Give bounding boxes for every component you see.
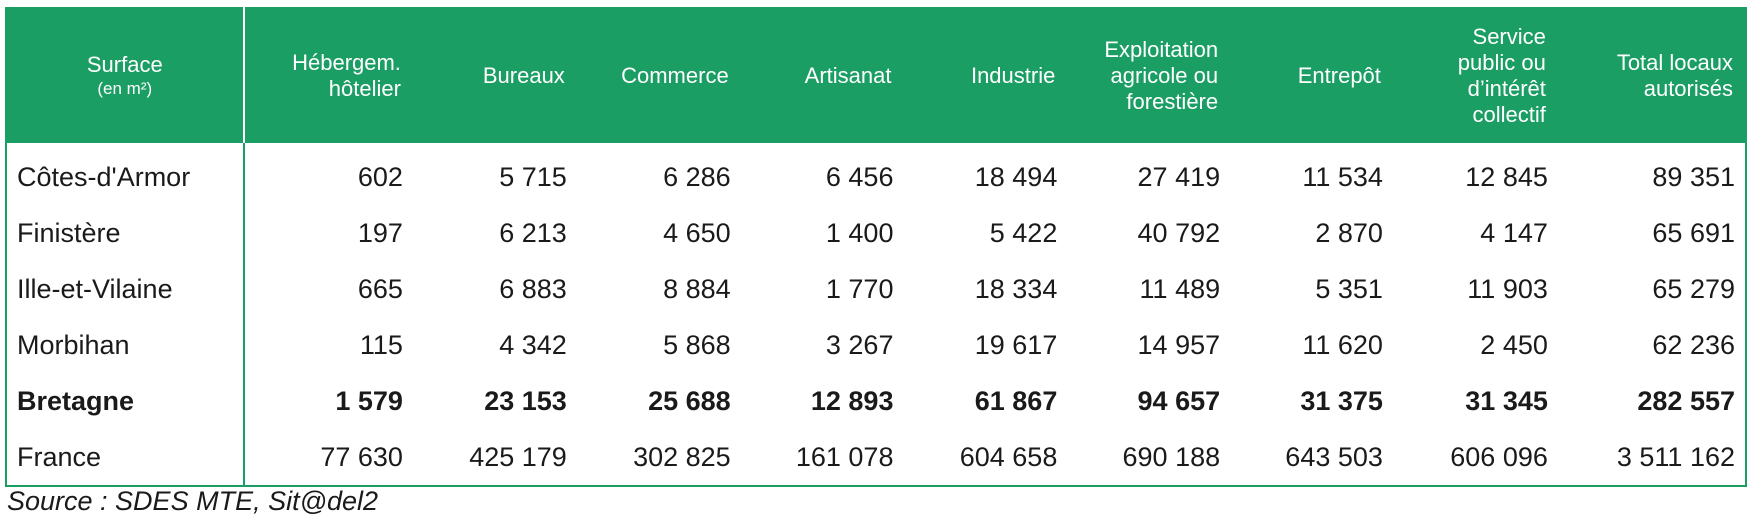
table-cell: 161 078 [795,441,894,472]
table-cell: 25 688 [648,385,731,416]
table-cell: 14 957 [1137,329,1221,360]
table-cell: 12 845 [1465,161,1548,192]
table-cell: 1 579 [335,385,403,416]
table-cell: 8 884 [663,273,731,304]
row-header-cell: Surface (en m²) [6,8,245,143]
row-label: Morbihan [6,317,245,373]
column-header: Artisanat [740,8,904,143]
table-row: Morbihan 115 4 342 5 868 3 267 19 617 14 957 11… [6,317,1746,373]
row-label: Côtes-d'Armor [6,143,245,205]
column-header: Hébergem. hôtelier [243,8,413,143]
table-cell: 1 770 [825,273,894,304]
table-cell: 18 494 [974,161,1058,192]
table-cell: 5 351 [1315,273,1383,304]
table-cell: 11 903 [1467,273,1548,304]
column-header: Bureaux [412,8,577,143]
row-label: Finistère [6,205,245,261]
table-cell: 115 [359,329,403,360]
column-header-line: autorisés [1643,76,1733,101]
column-header: Entrepôt [1230,8,1393,143]
column-header-line: hôtelier [328,76,401,101]
table-cell: 65 279 [1652,273,1735,304]
table-cell: 606 096 [1450,441,1548,472]
column-header-line: d’intérêt [1467,76,1546,101]
table-cell: 19 617 [974,329,1058,360]
table-cell: 2 870 [1315,217,1383,248]
table-row: Finistère 197 6 213 4 650 1 400 5 422 40 792 2 … [6,205,1746,261]
table-cell: 61 867 [974,385,1058,416]
column-header: Industrie [903,8,1068,143]
table-cell: 690 188 [1122,441,1221,472]
source-note: Source : SDES MTE, Sit@del2 [7,486,379,516]
column-header-line: Entrepôt [1297,63,1381,88]
table-cell: 77 630 [320,441,403,472]
table-cell: 11 489 [1139,273,1221,304]
table-cell: 4 147 [1480,217,1548,248]
table-cell: 2 450 [1480,329,1548,360]
table-cell: 4 650 [663,217,731,248]
table-cell: 62 236 [1652,329,1735,360]
table-row: Bretagne 1 579 23 153 25 688 12 893 61 867 94 … [6,373,1746,429]
column-header: Commerce [576,8,741,143]
table-cell: 425 179 [469,441,567,472]
table-cell: 6 213 [499,217,567,248]
column-header: Service public ou d’intérêt collectif [1392,8,1558,143]
row-label: Ille-et-Vilaine [6,261,245,317]
table-row: Côtes-d'Armor 602 5 715 6 286 6 456 18 494 27 … [6,143,1746,205]
table-cell: 604 658 [959,441,1058,472]
column-header-line: Service [1472,24,1546,49]
table-cell: 1 400 [825,217,894,248]
table-cell: 197 [357,217,403,248]
table-cell: 3 511 162 [1616,441,1735,472]
column-header-line: public ou [1457,50,1546,75]
table-cell: 4 342 [499,329,567,360]
column-header-line: Bureaux [482,63,565,88]
table-cell: 65 691 [1652,217,1735,248]
table-cell: 6 456 [825,161,894,192]
table-cell: 602 [357,161,403,192]
table-cell: 5 868 [663,329,731,360]
column-header-line: Hébergem. [292,50,401,75]
table-wrapper: Surface (en m²) Hébergem. hôtelier Bureaux… [5,7,1747,487]
table-cell: 11 534 [1302,161,1383,192]
table-cell: 18 334 [974,273,1058,304]
column-header-line: forestière [1126,89,1219,114]
table-cell: 23 153 [484,385,567,416]
row-header-label: Surface [86,52,163,77]
column-header-line: Exploitation [1104,37,1219,62]
table-cell: 11 620 [1302,329,1383,360]
row-label: France [6,429,245,486]
table-cell: 6 286 [663,161,731,192]
column-header: Total locaux autorisés [1557,8,1746,143]
header-row: Surface (en m²) Hébergem. hôtelier Bureaux… [6,8,1746,143]
table-cell: 27 419 [1137,161,1221,192]
column-header-line: Industrie [970,63,1056,88]
column-header-line: Total locaux [1616,50,1733,75]
table-cell: 665 [357,273,403,304]
table-cell: 12 893 [810,385,894,416]
table-row: France 77 630 425 179 302 825 161 078 604 658… [6,429,1746,486]
table-cell: 94 657 [1137,385,1221,416]
table-cell: 3 267 [825,329,894,360]
table-cell: 31 375 [1300,385,1383,416]
row-header-unit: (en m²) [97,79,153,98]
table-cell: 40 792 [1137,217,1221,248]
table-row: Ille-et-Vilaine 665 6 883 8 884 1 770 18 334 1… [6,261,1746,317]
column-header-line: agricole ou [1110,63,1219,88]
table-cell: 5 715 [499,161,567,192]
column-header-line: Artisanat [804,63,892,88]
table-cell: 6 883 [499,273,567,304]
table-cell: 282 557 [1637,385,1735,416]
table-body: Côtes-d'Armor 602 5 715 6 286 6 456 18 494 27 … [6,143,1746,486]
table-cell: 302 825 [633,441,731,472]
surface-table: Surface (en m²) Hébergem. hôtelier Bureaux… [5,7,1747,487]
column-header: Exploitation agricole ou forestière [1067,8,1231,143]
table-cell: 643 503 [1285,441,1383,472]
table-cell: 5 422 [989,217,1058,248]
column-header-line: Commerce [621,63,729,88]
row-label: Bretagne [6,373,245,429]
table-cell: 31 345 [1465,385,1548,416]
table-cell: 89 351 [1652,161,1735,192]
column-header-line: collectif [1472,102,1546,127]
